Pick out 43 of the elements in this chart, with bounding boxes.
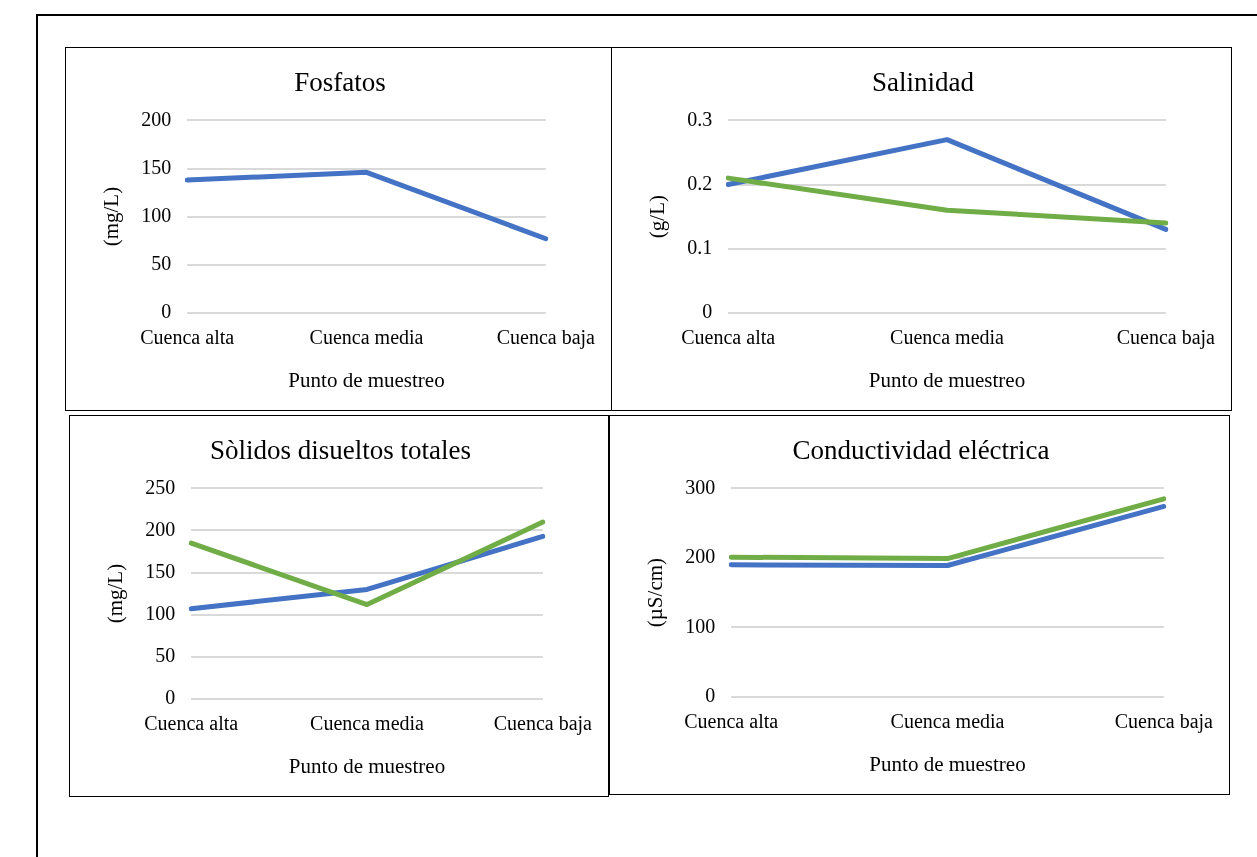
x-tick-label: Cuenca media — [310, 712, 425, 735]
y-tick-label: 0.1 — [687, 235, 713, 258]
chart-title: Fosfatos — [294, 67, 386, 98]
x-tick-label: Cuenca media — [890, 326, 1005, 349]
chart-title: Salinidad — [872, 67, 975, 98]
y-tick-label: 0 — [161, 300, 172, 323]
chart-title: Sòlidos disueltos totales — [209, 435, 472, 466]
y-tick-label: 0.2 — [687, 171, 713, 194]
y-tick-label: 200 — [145, 517, 176, 540]
y-tick-label: 0.3 — [687, 107, 713, 130]
y-tick-label: 200 — [141, 107, 172, 130]
y-tick-label: 250 — [145, 475, 176, 498]
x-axis-title: Punto de muestreo — [288, 753, 446, 778]
y-tick-label: 150 — [141, 155, 172, 178]
x-axis-title: Punto de muestreo — [288, 367, 445, 392]
y-tick-label: 100 — [145, 601, 176, 624]
y-tick-label: 150 — [145, 559, 176, 582]
chart-title: Conductividad eléctrica — [792, 435, 1050, 466]
y-axis-title: (mg/L) — [99, 186, 124, 247]
y-tick-label: 0 — [165, 686, 176, 709]
x-axis-title: Punto de muestreo — [869, 751, 1026, 776]
x-tick-label: Cuenca baja — [493, 712, 593, 736]
y-tick-label: 50 — [151, 251, 172, 274]
y-axis-title: (g/L) — [645, 195, 670, 239]
y-tick-label: 0 — [702, 300, 713, 323]
x-axis-title: Punto de muestreo — [868, 367, 1026, 392]
y-tick-label: 200 — [685, 545, 716, 568]
x-tick-label: Cuenca media — [309, 326, 424, 349]
y-tick-label: 300 — [685, 475, 716, 498]
y-tick-label: 0 — [705, 684, 716, 707]
x-tick-label: Cuenca baja — [496, 326, 596, 350]
x-tick-label: Cuenca alta — [140, 326, 235, 349]
y-tick-label: 100 — [141, 203, 172, 226]
x-tick-label: Cuenca alta — [144, 712, 239, 735]
x-tick-label: Cuenca baja — [1116, 326, 1216, 350]
x-tick-label: Cuenca alta — [684, 710, 779, 733]
y-tick-label: 50 — [155, 643, 176, 666]
x-tick-label: Cuenca baja — [1114, 710, 1214, 734]
x-tick-label: Cuenca alta — [681, 326, 776, 349]
y-tick-label: 100 — [685, 614, 716, 637]
y-axis-title: (µS/cm) — [643, 557, 668, 628]
y-axis-title: (mg/L) — [103, 563, 128, 624]
x-tick-label: Cuenca media — [890, 710, 1005, 733]
